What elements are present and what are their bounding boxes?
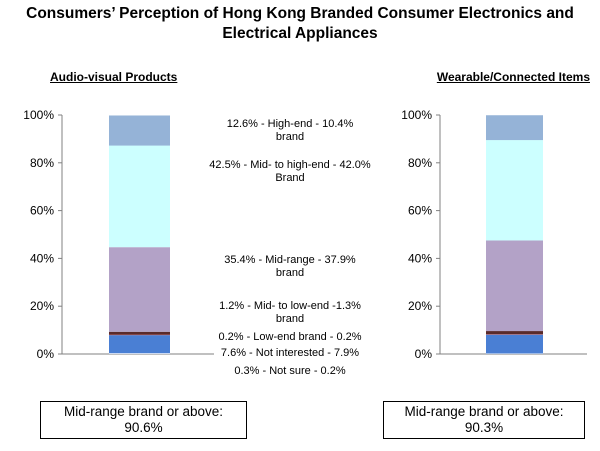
legend-label-mid-range: 35.4% - Mid-range - 37.9% brand	[224, 254, 356, 279]
left-y-tick-label: 0%	[37, 347, 55, 361]
right-y-tick-label: 60%	[408, 204, 432, 218]
legend-label-not-sure: 0.3% - Not sure - 0.2%	[234, 365, 346, 377]
legend-label-high-end: 12.6% - High-end - 10.4% brand	[226, 118, 354, 143]
left-y-tick-label: 20%	[30, 299, 54, 313]
right-bar-segment-mid-to-high-end-brand	[486, 140, 543, 241]
left-y-tick-label: 80%	[30, 156, 54, 170]
chart-title: Consumers’ Perception of Hong Kong Brand…	[26, 5, 574, 42]
summary-left-value: 90.6%	[124, 420, 163, 435]
summary-box-right: Mid-range brand or above: 90.3%	[383, 401, 585, 439]
legend-label-low-end: 0.2% - Low-end brand - 0.2%	[218, 331, 362, 343]
right-y-tick-label: 40%	[408, 251, 432, 265]
summary-right-value: 90.3%	[464, 420, 504, 435]
summary-left-label: Mid-range brand or above:	[63, 404, 224, 419]
summary-right-label: Mid-range brand or above:	[404, 404, 564, 419]
right-y-tick-label: 80%	[408, 156, 432, 170]
summary-box-left: Mid-range brand or above: 90.6%	[40, 401, 247, 439]
left-bar-segment-mid-to-high-end-brand	[109, 145, 170, 248]
right-bar-segment-not-interested	[486, 334, 543, 354]
left-bar-segment-mid-to-low-end-brand	[109, 331, 170, 335]
right-y-tick-label: 100%	[401, 108, 432, 122]
legend-label-not-interested: 7.6% - Not interested - 7.9%	[220, 347, 360, 359]
right-chart-title: Wearable/Connected Items	[436, 70, 590, 84]
right-bar-segment-high-end-brand	[486, 115, 543, 141]
legend-label-mid-to-high-end: 42.5% - Mid- to high-end - 42.0% Brand	[209, 159, 371, 184]
right-bar-segment-mid-range-brand	[486, 240, 543, 332]
right-y-tick-label: 20%	[408, 299, 432, 313]
left-bar-segment-mid-range-brand	[109, 247, 170, 332]
left-bar-segment-high-end-brand	[109, 115, 170, 146]
left-bar-segment-not-interested	[109, 335, 170, 354]
left-y-tick-label: 40%	[30, 251, 54, 265]
right-y-tick-label: 0%	[415, 347, 433, 361]
left-bar-segment-not-sure	[109, 353, 170, 354]
left-chart-title: Audio-visual Products	[50, 70, 178, 84]
left-y-tick-label: 100%	[23, 108, 54, 122]
legend-label-mid-to-low-end: 1.2% - Mid- to low-end -1.3% brand	[219, 300, 361, 325]
left-y-tick-label: 60%	[30, 204, 54, 218]
right-bar-segment-mid-to-low-end-brand	[486, 331, 543, 335]
